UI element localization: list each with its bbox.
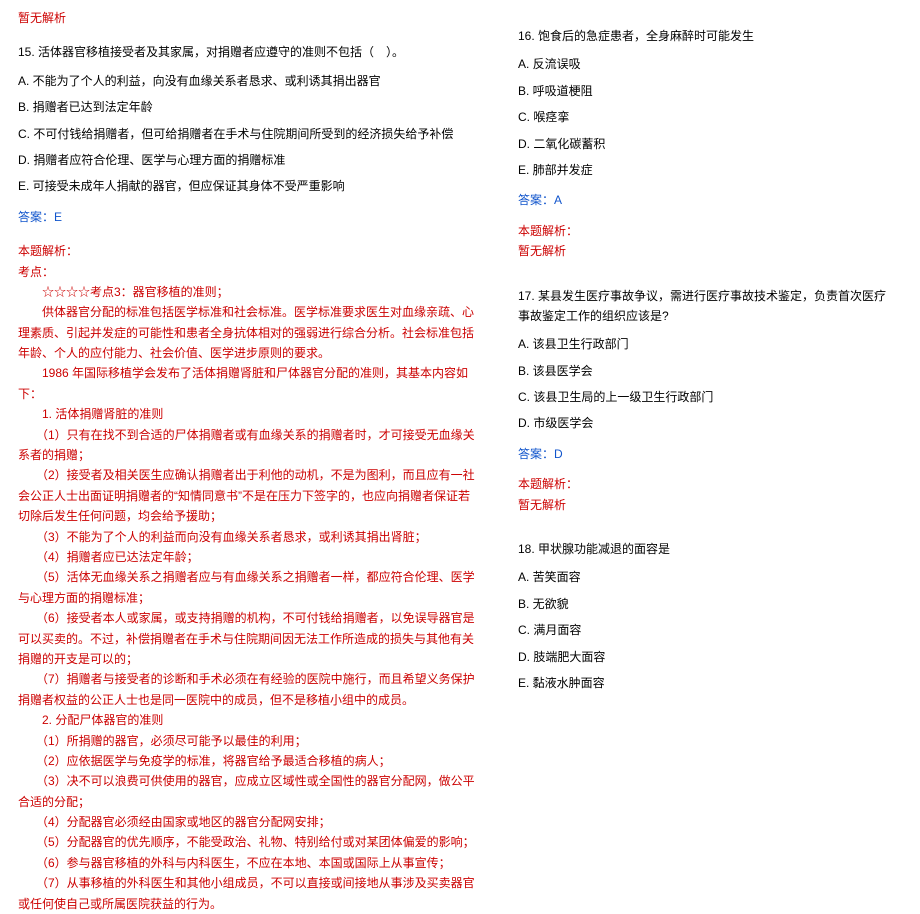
q17-no-analysis: 暂无解析 (518, 495, 898, 515)
q15-opt-a: A. 不能为了个人的利益，向没有血缘关系者恳求、或利诱其捐出器官 (18, 71, 478, 91)
q16-analysis-title: 本题解析： (518, 221, 898, 241)
q15-s2-title: 2. 分配尸体器官的准则 (18, 710, 478, 730)
q15-s1-4: （4）捐赠者应已达法定年龄； (18, 547, 478, 567)
q15-s1-5: （5）活体无血缘关系之捐赠者应与有血缘关系之捐赠者一样，都应符合伦理、医学与心理… (18, 567, 478, 608)
q15-opt-b: B. 捐赠者已达到法定年龄 (18, 97, 478, 117)
q16-opt-d: D. 二氧化碳蓄积 (518, 134, 898, 154)
q15-analysis-title: 本题解析： (18, 241, 478, 261)
q15-s2-7: （7）从事移植的外科医生和其他小组成员，不可以直接或间接地从事涉及买卖器官或任何… (18, 873, 478, 914)
q18-opt-c: C. 满月面容 (518, 620, 898, 640)
q15-s1-2: （2）接受者及相关医生应确认捐赠者出于利他的动机，不是为图利，而且应有一社会公正… (18, 465, 478, 526)
q15-s2-3: （3）决不可以浪费可供使用的器官，应成立区域性或全国性的器官分配网，做公平合适的… (18, 771, 478, 812)
q18-opt-b: B. 无欲貌 (518, 594, 898, 614)
q17-answer: 答案：D (518, 444, 898, 464)
q15-s2-1: （1）所捐赠的器官，必须尽可能予以最佳的利用； (18, 731, 478, 751)
q15-s1-3: （3）不能为了个人的利益而向没有血缘关系者恳求，或利诱其捐出肾脏； (18, 527, 478, 547)
q16-no-analysis: 暂无解析 (518, 241, 898, 261)
q15-s1-title: 1. 活体捐赠肾脏的准则 (18, 404, 478, 424)
q15-kd-title: 考点： (18, 262, 478, 282)
q15-s2-2: （2）应依据医学与免疫学的标准，将器官给予最适合移植的病人； (18, 751, 478, 771)
q17-opt-b: B. 该县医学会 (518, 361, 898, 381)
q15-opt-d: D. 捐赠者应符合伦理、医学与心理方面的捐赠标准 (18, 150, 478, 170)
q17-opt-d: D. 市级医学会 (518, 413, 898, 433)
q15-s2-6: （6）参与器官移植的外科与内科医生，不应在本地、本国或国际上从事宣传； (18, 853, 478, 873)
q16-title: 16. 饱食后的急症患者，全身麻醉时可能发生 (518, 26, 898, 46)
q15-s1-7: （7）捐赠者与接受者的诊断和手术必须在有经验的医院中施行，而且希望义务保护捐赠者… (18, 669, 478, 710)
q16-answer: 答案：A (518, 190, 898, 210)
q17-analysis-title: 本题解析： (518, 474, 898, 494)
q15-title: 15. 活体器官移植接受者及其家属，对捐赠者应遵守的准则不包括（ ）。 (18, 42, 478, 62)
q18-title: 18. 甲状腺功能减退的面容是 (518, 539, 898, 559)
q16-opt-b: B. 呼吸道梗阻 (518, 81, 898, 101)
q16-opt-a: A. 反流误吸 (518, 54, 898, 74)
q15-s1-6: （6）接受者本人或家属，或支持捐赠的机构，不可付钱给捐赠者，以免误导器官是可以买… (18, 608, 478, 669)
q18-opt-d: D. 肢端肥大面容 (518, 647, 898, 667)
q15-p1: 供体器官分配的标准包括医学标准和社会标准。医学标准要求医生对血缘亲疏、心理素质、… (18, 302, 478, 363)
q18-opt-a: A. 苦笑面容 (518, 567, 898, 587)
no-analysis-text: 暂无解析 (18, 8, 478, 28)
q15-s2-4: （4）分配器官必须经由国家或地区的器官分配网安排； (18, 812, 478, 832)
q15-p2: 1986 年国际移植学会发布了活体捐赠肾脏和尸体器官分配的准则，其基本内容如下： (18, 363, 478, 404)
q15-answer: 答案：E (18, 207, 478, 227)
q15-s2-5: （5）分配器官的优先顺序，不能受政治、礼物、特别给付或对某团体偏爱的影响； (18, 832, 478, 852)
q17-opt-c: C. 该县卫生局的上一级卫生行政部门 (518, 387, 898, 407)
q15-s1-1: （1）只有在找不到合适的尸体捐赠者或有血缘关系的捐赠者时，才可接受无血缘关系者的… (18, 425, 478, 466)
q15-kd1: ☆☆☆☆考点3：器官移植的准则； (18, 282, 478, 302)
q16-opt-c: C. 喉痉挛 (518, 107, 898, 127)
q17-title: 17. 某县发生医疗事故争议，需进行医疗事故技术鉴定，负责首次医疗事故鉴定工作的… (518, 286, 898, 327)
q17-opt-a: A. 该县卫生行政部门 (518, 334, 898, 354)
q15-opt-c: C. 不可付钱给捐赠者，但可给捐赠者在手术与住院期间所受到的经济损失给予补偿 (18, 124, 478, 144)
q15-opt-e: E. 可接受未成年人捐献的器官，但应保证其身体不受严重影响 (18, 176, 478, 196)
q18-opt-e: E. 黏液水肿面容 (518, 673, 898, 693)
q16-opt-e: E. 肺部并发症 (518, 160, 898, 180)
